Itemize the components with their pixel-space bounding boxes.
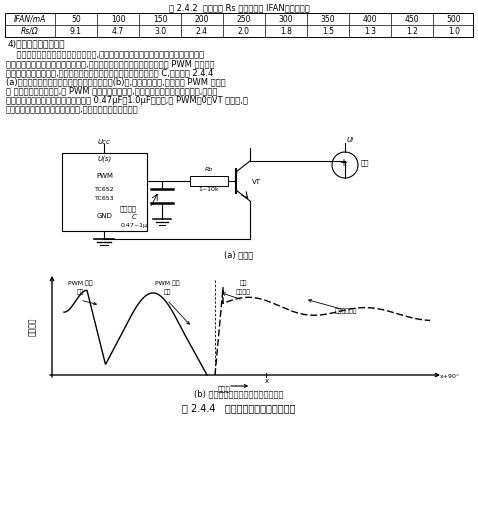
Text: +: +: [339, 158, 347, 168]
Text: PWM 开启: PWM 开启: [155, 280, 179, 286]
Text: IFAN/mA: IFAN/mA: [14, 14, 46, 24]
Text: 200: 200: [195, 14, 209, 24]
Text: 风扇: 风扇: [361, 159, 369, 166]
Text: TC652: TC652: [95, 187, 114, 192]
Text: 3.0: 3.0: [154, 26, 166, 36]
Text: PWM 关闭: PWM 关闭: [68, 280, 92, 286]
Text: 1.8: 1.8: [280, 26, 292, 36]
Text: 400: 400: [363, 14, 377, 24]
Text: 1.5: 1.5: [322, 26, 334, 36]
Text: 表 2.4.2  检测电阻 Rs 与风扇电流 IFAN的对应关系: 表 2.4.2 检测电阻 Rs 与风扇电流 IFAN的对应关系: [169, 3, 309, 12]
Text: 扇 时所形成的尖峰电压,对 PWM 信号起到平滑作用,使风扇的转动力矩平滑地变化,进而降: 扇 时所形成的尖峰电压,对 PWM 信号起到平滑作用,使风扇的转动力矩平滑地变化…: [6, 87, 217, 96]
Text: 50: 50: [71, 14, 81, 24]
Text: 350: 350: [321, 14, 335, 24]
Text: 2.4: 2.4: [196, 26, 208, 36]
Bar: [190, 176, 228, 186]
Text: 150: 150: [153, 14, 167, 24]
Text: 风扇: 风扇: [76, 289, 84, 295]
Text: (a) 电路图: (a) 电路图: [224, 250, 254, 259]
Text: 当风扇全速运行时所形成的扰动气流,是产生音频噪声的主要原因。采用风扇转速控制: 当风扇全速运行时所形成的扰动气流,是产生音频噪声的主要原因。采用风扇转速控制: [6, 50, 204, 59]
Text: 0.47~1μ: 0.47~1μ: [121, 223, 148, 228]
Text: 100: 100: [111, 14, 125, 24]
Text: 器能使风扇在低于全速的转速下运行,这有助于减小风扇噪声。对于在调节 PWM 信号的占: 器能使风扇在低于全速的转速下运行,这有助于减小风扇噪声。对于在调节 PWM 信号…: [6, 59, 215, 68]
Text: 延迟电容: 延迟电容: [236, 289, 250, 295]
Text: 450: 450: [405, 14, 419, 24]
Text: PWM: PWM: [96, 173, 113, 179]
Text: (b) 风扇转动力矩与电角度的关系曲线: (b) 风扇转动力矩与电角度的关系曲线: [194, 389, 284, 398]
Text: C: C: [132, 214, 137, 220]
Text: 图 2.4.4   利用延迟电容抑制风扇噪声: 图 2.4.4 利用延迟电容抑制风扇噪声: [182, 403, 296, 413]
Text: 1~10k: 1~10k: [199, 187, 219, 192]
Text: Ucc: Ucc: [98, 139, 111, 145]
Text: 延迟电容: 延迟电容: [120, 205, 137, 212]
Text: 1.2: 1.2: [406, 26, 418, 36]
Text: 4)减小风扇噪声的方法: 4)减小风扇噪声的方法: [8, 39, 65, 48]
Text: TC653: TC653: [95, 196, 114, 201]
Text: 低了风扇噪声。延迟电容的容量范围是 0.47μF～1.0μF。此外,当 PWM＝0、VT 关断时,延: 低了风扇噪声。延迟电容的容量范围是 0.47μF～1.0μF。此外,当 PWM＝…: [6, 96, 248, 105]
Text: U(s): U(s): [98, 156, 112, 163]
Text: (a)所示。风扇转动力矩与电角度的关系曲线见(b)图,加延迟电容后,可滤掉在 PWM 开启风: (a)所示。风扇转动力矩与电角度的关系曲线见(b)图,加延迟电容后,可滤掉在 P…: [6, 78, 226, 87]
Text: 迟电容还能限制反向电动势的升高,对驱动管起到保护作用。: 迟电容还能限制反向电动势的升高,对驱动管起到保护作用。: [6, 105, 139, 114]
Text: GND: GND: [97, 213, 112, 219]
Text: 空比时所引起音频噪声,可在驱动管的基极与地之间并联一只延迟电容 C,电路如图 2.4.4: 空比时所引起音频噪声,可在驱动管的基极与地之间并联一只延迟电容 C,电路如图 2…: [6, 68, 213, 77]
Text: VT: VT: [252, 179, 261, 185]
Bar: [62, 153, 147, 231]
Text: 500: 500: [446, 14, 461, 24]
Text: 1.3: 1.3: [364, 26, 376, 36]
Text: Ui: Ui: [347, 137, 354, 143]
Bar: [5, 13, 473, 37]
Text: 转动力矩: 转动力矩: [28, 317, 36, 336]
Text: 250: 250: [237, 14, 251, 24]
Text: 加延迟电容后: 加延迟电容后: [335, 308, 358, 314]
Text: x+90°: x+90°: [440, 373, 460, 379]
Text: x: x: [264, 378, 269, 384]
Text: 9.1: 9.1: [70, 26, 82, 36]
Text: 4.7: 4.7: [112, 26, 124, 36]
Text: 未加: 未加: [239, 280, 247, 286]
Text: Rs/Ω: Rs/Ω: [21, 26, 39, 36]
Text: 1.0: 1.0: [448, 26, 460, 36]
Text: 电角度: 电角度: [218, 385, 231, 391]
Text: 300: 300: [279, 14, 293, 24]
Text: 2.0: 2.0: [238, 26, 250, 36]
Text: 风扇: 风扇: [163, 289, 171, 295]
Text: Rb: Rb: [205, 167, 213, 172]
